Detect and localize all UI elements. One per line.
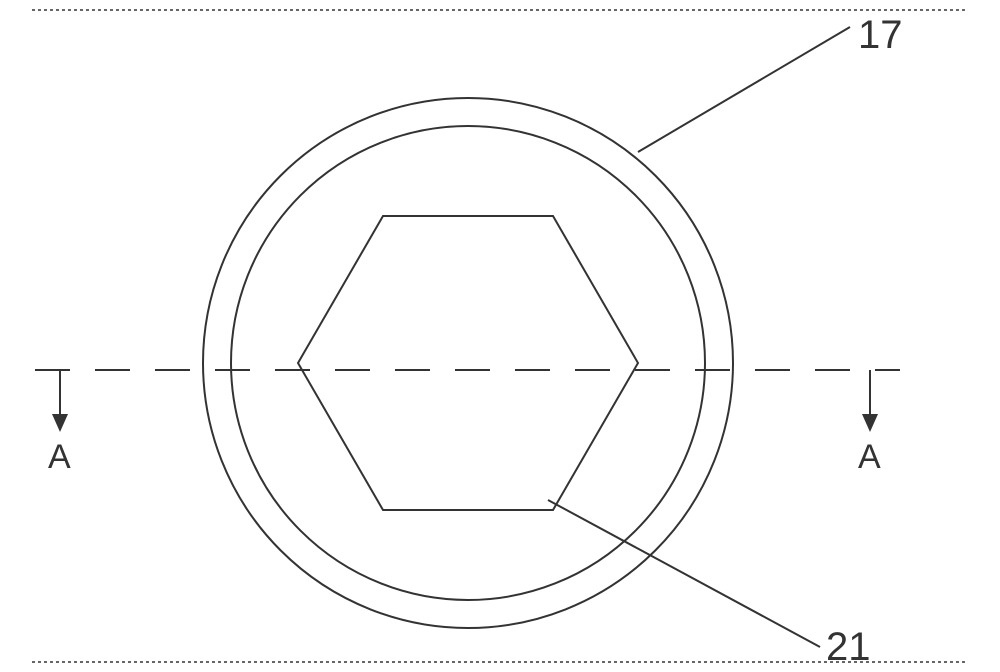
hexagon — [298, 216, 638, 510]
ref-number-17: 17 — [858, 13, 903, 57]
section-label-left: A — [48, 438, 71, 476]
inner-circle — [231, 126, 705, 600]
section-arrowhead-left — [52, 414, 68, 432]
ref-number-21: 21 — [826, 625, 871, 669]
section-label-right: A — [858, 438, 881, 476]
leader-line-17 — [638, 27, 850, 152]
outer-circle — [203, 98, 733, 628]
leader-line-21 — [548, 500, 820, 647]
section-arrowhead-right — [862, 414, 878, 432]
technical-diagram: A A 17 21 — [0, 0, 1000, 672]
